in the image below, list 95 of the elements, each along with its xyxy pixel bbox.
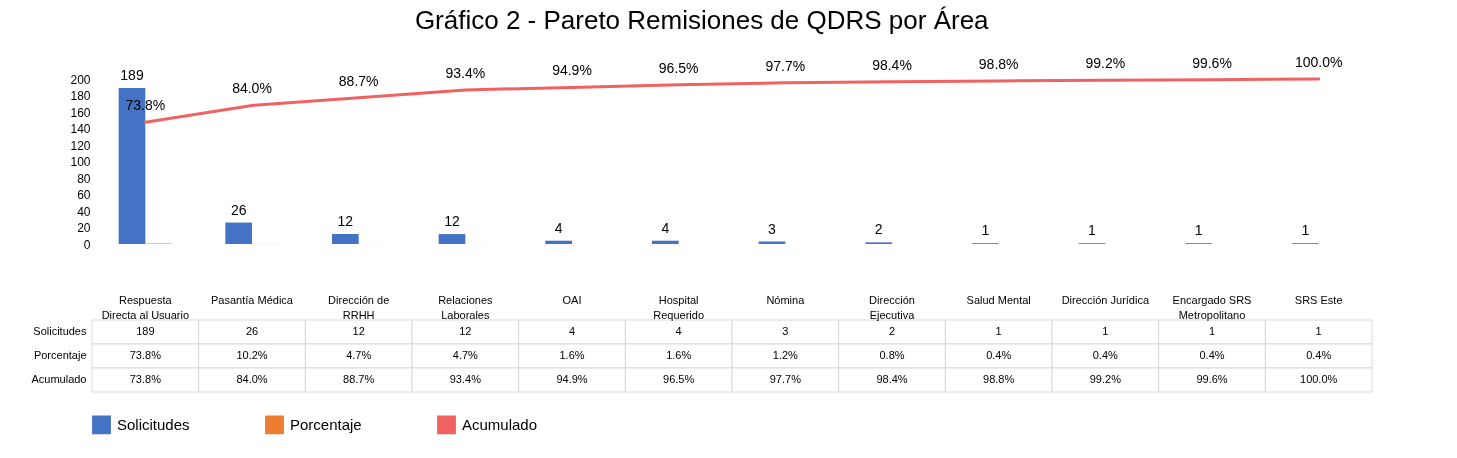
data-label: 4 [568,325,576,337]
data-label: 0.4% [1092,349,1119,361]
text: 189 [120,67,144,84]
y-tick-label: 20 [77,221,91,235]
y-tick-label: 0 [83,237,91,252]
text: 94.9% [552,62,592,79]
data-label: 96.5% [663,373,695,385]
data-label: 4.7% [346,349,372,361]
y-tick-label: 200 [70,72,91,87]
chart-title: Gráfico 2 - Pareto Remisiones de QDRS por Área [414,5,990,35]
bar [545,240,572,244]
y-tick-label: 180 [70,89,91,103]
data-label: 1 [1208,325,1216,337]
text: 98.4% [872,56,912,73]
data-label: 4.7% [452,349,479,361]
data-label: 1 [1315,325,1322,337]
data-label: 97.7% [769,373,802,385]
x-tick-label: Hospital Requerido [653,293,705,321]
data-label: 12 [459,325,472,337]
text: 93.4% [445,64,486,81]
legend-label: Acumulado [462,415,538,433]
y-tick-label: 40 [77,204,91,219]
text: 100.0% [1294,54,1343,70]
data-label: 0.4% [986,349,1012,361]
legend-label: Solicitudes [117,415,190,433]
data-label: 98.4% [876,373,908,385]
text: 1 [981,222,990,239]
data-label: 84.0% [236,373,268,385]
data-label: 73.8% [129,349,162,361]
data-label: 93.4% [449,373,482,385]
x-tick-label: Respuesta Directa al Usuario [101,293,190,321]
data-label: 88.7% [343,373,375,385]
x-tick-label: Pasantía Médica [211,293,294,306]
x-tick-label: Encargado SRS Metropolitano [1172,293,1252,321]
data-label: 2 [888,325,896,337]
data-label: 1.6% [559,349,585,361]
data-label: 98.8% [983,373,1015,385]
text: 1 [1194,222,1203,239]
bar [332,234,359,244]
data-label: 1 [995,325,1002,337]
data-label: 12 [352,325,365,337]
data-label: 0.4% [1306,349,1332,361]
text: 96.5% [658,59,699,76]
x-tick-label: Nómina [766,293,806,306]
data-label: 73.8% [129,373,162,385]
bar [652,240,679,244]
text: Porcentaje [33,349,87,361]
y-tick-label: 100 [70,155,91,169]
x-tick-label: OAI [562,293,582,306]
text: 26 [230,201,247,218]
data-label: 1.6% [666,349,692,361]
x-tick-label: Relaciones Laborales [438,293,494,321]
data-label: 26 [245,325,259,337]
legend-label: Porcentaje [290,415,362,433]
text: Solicitudes [33,325,87,337]
x-tick-label: Dirección Ejecutiva [869,293,916,321]
y-tick-label: 140 [70,122,91,136]
data-label: 189 [136,325,155,337]
text: 88.7% [338,72,379,89]
text: 99.6% [1192,54,1232,71]
text: 12 [444,213,460,230]
bar [225,222,252,244]
data-label: 3 [782,325,789,337]
text: 99.2% [1085,55,1126,72]
x-tick-label: Salud Mental [966,293,1031,306]
text: 4 [554,219,563,236]
x-tick-label: SRS Este [1294,293,1343,306]
y-tick-label: 60 [77,188,91,202]
data-label: 99.2% [1089,373,1122,385]
data-label: 10.2% [236,349,268,361]
text: Acumulado [31,373,87,385]
y-tick-label: 80 [77,171,91,186]
text: 73.8% [125,97,166,114]
data-label: 99.6% [1196,373,1228,385]
x-tick-label: Dirección de RRHH [328,293,390,321]
text: 97.7% [765,57,806,74]
data-label: 4 [675,325,682,337]
text: 1 [1301,222,1310,239]
data-label: 1.2% [772,349,799,361]
data-label: 0.4% [1199,349,1225,361]
data-label: 0.8% [879,349,905,361]
x-tick-label: Dirección Jurídica [1061,293,1150,306]
text: 3 [768,220,776,237]
y-tick-label: 160 [70,105,91,120]
text: 4 [661,219,670,236]
text: 2 [874,221,883,238]
data-label: 1 [1102,325,1109,337]
text: 1 [1088,222,1096,239]
text: 98.8% [978,55,1019,72]
y-tick-label: 120 [70,138,91,153]
data-label: 100.0% [1300,373,1338,385]
text: 12 [337,213,354,230]
data-label: 94.9% [556,373,588,385]
bar [438,234,466,244]
text: 84.0% [232,80,272,97]
